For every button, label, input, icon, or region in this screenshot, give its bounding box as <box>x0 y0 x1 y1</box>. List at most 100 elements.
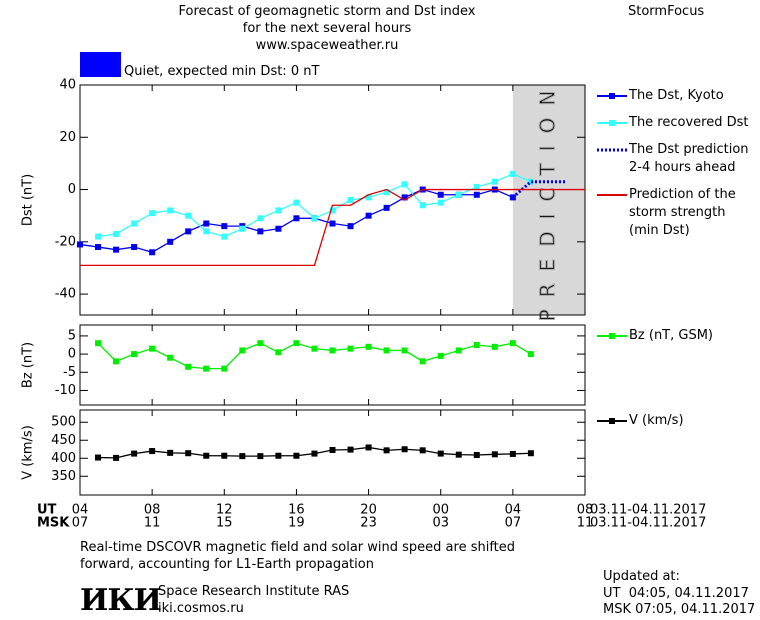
legend-marker <box>609 418 615 424</box>
updated-line: UT 04:05, 04.11.2017 <box>603 586 749 601</box>
legend-label: The recovered Dst <box>629 115 749 130</box>
legend-label: Prediction of the storm strength (min Ds… <box>629 187 736 238</box>
point <box>257 340 264 347</box>
legend-swatch <box>597 418 627 424</box>
point <box>95 340 102 347</box>
legend-swatch <box>597 93 627 99</box>
point <box>509 340 516 347</box>
y-tick-label: -20 <box>55 234 76 249</box>
prediction-zone <box>512 85 585 315</box>
point <box>185 212 192 219</box>
point <box>347 345 354 352</box>
point <box>473 191 480 198</box>
point <box>275 349 282 356</box>
point <box>509 450 516 457</box>
point <box>149 448 156 455</box>
point <box>95 454 102 461</box>
point <box>95 233 102 240</box>
point <box>293 452 300 459</box>
point <box>491 178 498 185</box>
point <box>347 446 354 453</box>
point <box>437 352 444 359</box>
legend: V (km/s) <box>597 412 757 439</box>
legend-item: The Dst, Kyoto <box>597 87 757 105</box>
y-tick-label: 350 <box>51 469 76 484</box>
legend-item: The Dst prediction 2-4 hours ahead <box>597 141 757 177</box>
title-line: www.spaceweather.ru <box>255 38 399 53</box>
point <box>221 223 228 230</box>
point <box>257 215 264 222</box>
y-tick-label: 20 <box>59 130 76 145</box>
point <box>131 351 138 358</box>
point <box>419 447 426 454</box>
y-axis-label: Bz (nT) <box>21 342 36 388</box>
updated-line: MSK 07:05, 04.11.2017 <box>603 602 756 617</box>
point <box>95 244 102 251</box>
legend-marker <box>609 120 615 126</box>
legend: Bz (nT, GSM) <box>597 327 757 354</box>
legend-label: V (km/s) <box>629 413 684 428</box>
point <box>509 170 516 177</box>
legend-swatch <box>597 333 627 339</box>
point <box>113 358 120 365</box>
x-axis-label: UT <box>37 503 57 518</box>
y-tick-label: 500 <box>51 415 76 430</box>
point <box>455 347 462 354</box>
point <box>473 452 480 459</box>
point <box>113 454 120 461</box>
point <box>167 354 174 361</box>
x-tick-label-msk: 19 <box>288 516 305 531</box>
point <box>347 197 354 203</box>
y-tick-label: 450 <box>51 433 76 448</box>
y-tick-label: 5 <box>68 328 76 343</box>
point <box>203 452 210 459</box>
point <box>455 451 462 458</box>
point <box>293 340 300 347</box>
point <box>455 191 462 198</box>
y-tick-label: 0 <box>68 347 76 362</box>
legend-item: V (km/s) <box>597 412 757 430</box>
point <box>527 178 534 185</box>
x-tick-label: 08 <box>577 503 594 518</box>
logo: ИКИ <box>80 583 162 618</box>
legend-label: The Dst prediction 2-4 hours ahead <box>629 142 749 175</box>
point <box>113 246 120 253</box>
date-range: 03.11-04.11.2017 <box>590 516 706 531</box>
point <box>239 225 246 232</box>
updated-line: Updated at: <box>603 569 680 584</box>
point <box>473 183 480 190</box>
point <box>329 347 336 354</box>
y-axis-label: V (km/s) <box>21 425 36 480</box>
point <box>167 238 174 245</box>
series-line <box>97 173 532 238</box>
point <box>257 228 264 235</box>
legend: The Dst, Kyoto The recovered Dst The Dst p… <box>597 87 757 249</box>
point <box>131 244 138 251</box>
point <box>311 345 318 352</box>
point <box>293 215 300 222</box>
point <box>203 220 210 227</box>
date-range: 03.11-04.11.2017 <box>590 503 706 518</box>
legend-marker <box>609 93 615 99</box>
point <box>275 225 282 232</box>
point <box>419 358 426 365</box>
point <box>527 450 534 457</box>
point <box>491 451 498 458</box>
point <box>491 343 498 350</box>
point <box>437 450 444 457</box>
y-tick-label: -10 <box>55 383 76 398</box>
plot-frame <box>79 84 586 316</box>
point <box>221 233 228 240</box>
point <box>257 453 264 460</box>
point <box>383 204 390 211</box>
title-line: for the next several hours <box>242 21 412 36</box>
point <box>383 347 390 354</box>
point <box>221 452 228 459</box>
y-tick-label: 0 <box>68 182 76 197</box>
point <box>311 215 318 222</box>
point <box>347 223 354 230</box>
x-tick-label-msk: 15 <box>216 516 233 531</box>
point <box>149 249 156 256</box>
status-text: Quiet, expected min Dst: 0 nT <box>124 64 320 79</box>
